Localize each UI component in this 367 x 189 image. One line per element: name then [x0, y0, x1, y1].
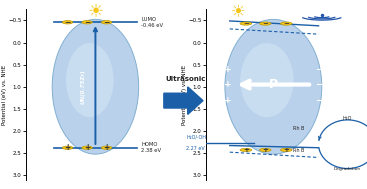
Text: +: +: [224, 95, 232, 105]
Text: Rh B: Rh B: [294, 148, 305, 153]
Text: −: −: [84, 18, 90, 27]
Text: 2.27 eV: 2.27 eV: [186, 146, 205, 151]
Text: ☀: ☀: [87, 4, 103, 22]
Circle shape: [240, 148, 252, 152]
Ellipse shape: [66, 43, 114, 117]
Text: Rh B: Rh B: [294, 126, 305, 131]
Circle shape: [101, 146, 112, 149]
Text: −: −: [103, 18, 110, 27]
Text: +: +: [224, 65, 232, 74]
Text: −: −: [315, 80, 322, 89]
FancyArrow shape: [164, 87, 203, 114]
Circle shape: [280, 22, 292, 25]
Circle shape: [101, 21, 112, 24]
Text: H₂O/·OH: H₂O/·OH: [186, 134, 206, 139]
Text: +: +: [283, 147, 289, 153]
Text: −: −: [283, 21, 289, 27]
Circle shape: [82, 146, 92, 149]
Y-axis label: Potential (eV) vs. NHE: Potential (eV) vs. NHE: [182, 64, 186, 125]
Text: +: +: [224, 80, 232, 89]
Text: +: +: [84, 143, 90, 152]
Text: UN(0.75Zr): UN(0.75Zr): [80, 69, 86, 104]
Y-axis label: Potential (eV) vs. NHE: Potential (eV) vs. NHE: [2, 64, 7, 125]
Text: +: +: [243, 147, 249, 153]
Circle shape: [82, 21, 92, 24]
Text: −: −: [262, 21, 268, 27]
Text: Ultrasonic: Ultrasonic: [165, 77, 206, 82]
Text: H₂O: H₂O: [343, 116, 352, 121]
Text: −: −: [315, 95, 322, 105]
Text: P: P: [269, 78, 278, 91]
Ellipse shape: [225, 19, 322, 154]
Text: +: +: [64, 143, 71, 152]
Text: HOMO
2.38 eV: HOMO 2.38 eV: [141, 142, 161, 153]
Circle shape: [62, 146, 73, 149]
Text: LUMO
-0.46 eV: LUMO -0.46 eV: [141, 17, 164, 28]
Text: Degradation: Degradation: [334, 167, 361, 171]
Text: −: −: [64, 18, 71, 27]
Ellipse shape: [52, 19, 139, 154]
Ellipse shape: [240, 43, 294, 117]
Circle shape: [259, 22, 271, 25]
Text: +: +: [262, 147, 268, 153]
Text: −: −: [315, 65, 322, 74]
Text: ☀: ☀: [230, 4, 245, 22]
Text: +: +: [103, 143, 110, 152]
Circle shape: [280, 148, 292, 152]
Circle shape: [240, 22, 252, 25]
Circle shape: [259, 148, 271, 152]
Circle shape: [62, 21, 73, 24]
Text: −: −: [243, 21, 249, 27]
